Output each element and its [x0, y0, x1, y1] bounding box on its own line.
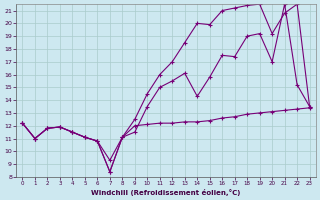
X-axis label: Windchill (Refroidissement éolien,°C): Windchill (Refroidissement éolien,°C) [91, 189, 241, 196]
